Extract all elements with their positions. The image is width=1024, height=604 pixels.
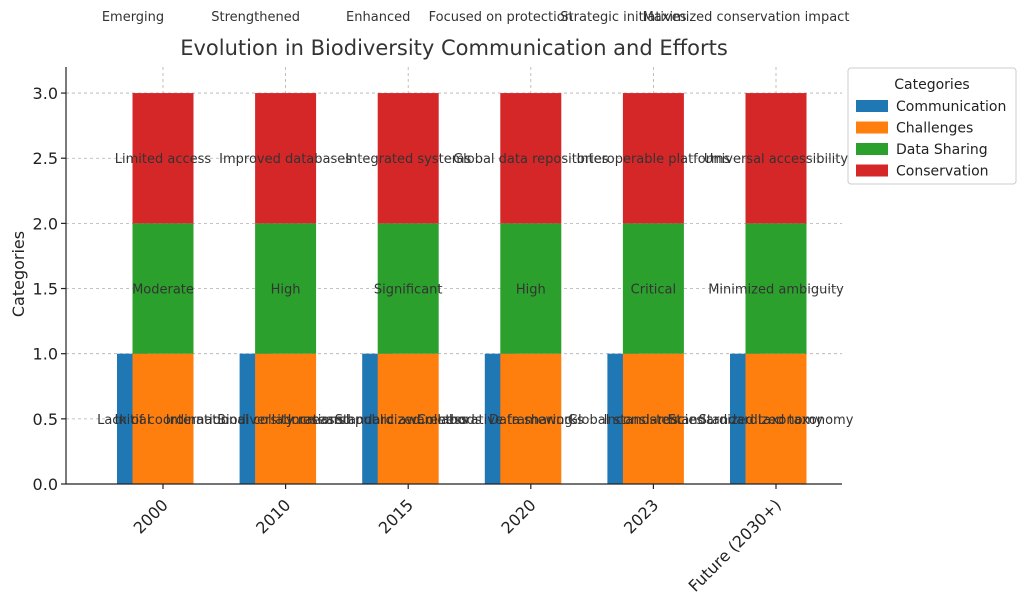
bar-label-communication: International collaborations — [166, 413, 345, 428]
legend-swatch — [856, 143, 888, 155]
legend-label: Conservation — [896, 164, 989, 180]
top-label: Focused on protection — [429, 10, 573, 25]
y-axis-label: Categories — [9, 231, 28, 317]
bar-data-sharing — [745, 223, 807, 354]
bar-conservation — [500, 93, 562, 224]
bar-label-data-sharing: High — [271, 283, 301, 298]
bar-label-communication: Global standards — [568, 413, 678, 428]
bar-label-challenges: Standardized taxonomy — [699, 413, 854, 428]
bar-label-data-sharing: Significant — [374, 283, 443, 298]
y-tick-label: 0.5 — [33, 410, 58, 429]
bar-data-sharing — [622, 223, 684, 354]
bar-data-sharing — [255, 223, 317, 354]
bar-conservation — [377, 93, 439, 224]
bars — [117, 93, 807, 484]
y-tick-label: 3.0 — [33, 84, 58, 103]
bar-challenges — [622, 353, 684, 484]
y-tick-label: 1.0 — [33, 345, 58, 364]
bar-labels: Initial International collaborationsIncre… — [97, 152, 854, 428]
legend: Categories Communication Challenges Data Sh… — [847, 67, 1017, 185]
bar-conservation — [622, 93, 684, 224]
bar-challenges — [255, 353, 317, 484]
x-tick-label: 2010 — [252, 495, 294, 537]
legend-label: Communication — [896, 99, 1006, 115]
bar-label-conservation: Interoperable platforms — [577, 152, 731, 167]
x-tick-label: 2020 — [497, 495, 539, 537]
bar-label-communication: Collaborative frameworks — [417, 413, 584, 428]
bar-label-communication: Increased public awareness — [288, 413, 468, 428]
bar-label-conservation: Improved databases — [219, 152, 352, 167]
legend-swatch — [856, 164, 888, 177]
bar-data-sharing — [500, 223, 562, 354]
bar-label-challenges: Inconsistencies — [604, 413, 704, 428]
bar-challenges — [132, 353, 194, 484]
bar-label-challenges: Lack of coordination — [97, 413, 229, 428]
x-tick-label: 2023 — [620, 495, 662, 537]
top-label: Enhanced — [346, 10, 410, 25]
bar-label-data-sharing: High — [516, 283, 546, 298]
bar-label-data-sharing: Critical — [631, 283, 676, 298]
legend-label: Data Sharing — [896, 142, 988, 158]
legend-box — [847, 67, 1017, 185]
bar-label-data-sharing: Minimized ambiguity — [708, 283, 844, 298]
x-tick-label: 2015 — [375, 495, 417, 537]
bar-challenges — [377, 353, 439, 484]
y-tick-label: 1.5 — [33, 280, 58, 299]
bar-label-conservation: Global data repositories — [453, 152, 609, 167]
bar-label-communication: Standardized taxonomy — [668, 413, 823, 428]
bar-data-sharing — [377, 223, 439, 354]
bar-challenges — [500, 353, 562, 484]
legend-swatch — [856, 121, 888, 134]
y-tick-label: 0.0 — [33, 475, 58, 494]
y-tick-label: 2.0 — [33, 214, 58, 233]
y-tick-label: 2.5 — [33, 149, 58, 168]
bar-label-conservation: Limited access — [115, 152, 212, 167]
x-tick-label: Future (2030+) — [685, 495, 785, 595]
bar-label-communication: Initial — [115, 413, 151, 428]
legend-swatch — [856, 100, 888, 112]
bar-label-data-sharing: Moderate — [132, 283, 194, 298]
top-labels: Emerging Strengthened Enhanced Focused on p… — [102, 10, 850, 25]
bar-challenges — [745, 353, 807, 484]
bar-label-conservation: Universal accessibility — [704, 152, 848, 167]
bar-label-conservation: Integrated systems — [345, 152, 471, 167]
top-label: Maximized conservation impact — [643, 10, 850, 25]
legend-label: Challenges — [896, 121, 973, 137]
bar-conservation — [255, 93, 317, 224]
bar-conservation — [132, 93, 194, 224]
chart-title: Evolution in Biodiversity Communication … — [180, 36, 728, 60]
bar-label-challenges: Biodiversity research — [217, 413, 354, 428]
top-label: Strengthened — [211, 10, 300, 25]
x-tick-label: 2000 — [130, 495, 172, 537]
top-label: Emerging — [102, 10, 164, 25]
bar-label-challenges: Standardized methods — [335, 413, 482, 428]
bar-conservation — [745, 93, 807, 224]
bar-label-challenges: Data sharing — [489, 413, 573, 428]
legend-title: Categories — [894, 77, 969, 93]
bar-data-sharing — [132, 223, 194, 354]
top-label: Strategic initiatives — [560, 10, 686, 25]
